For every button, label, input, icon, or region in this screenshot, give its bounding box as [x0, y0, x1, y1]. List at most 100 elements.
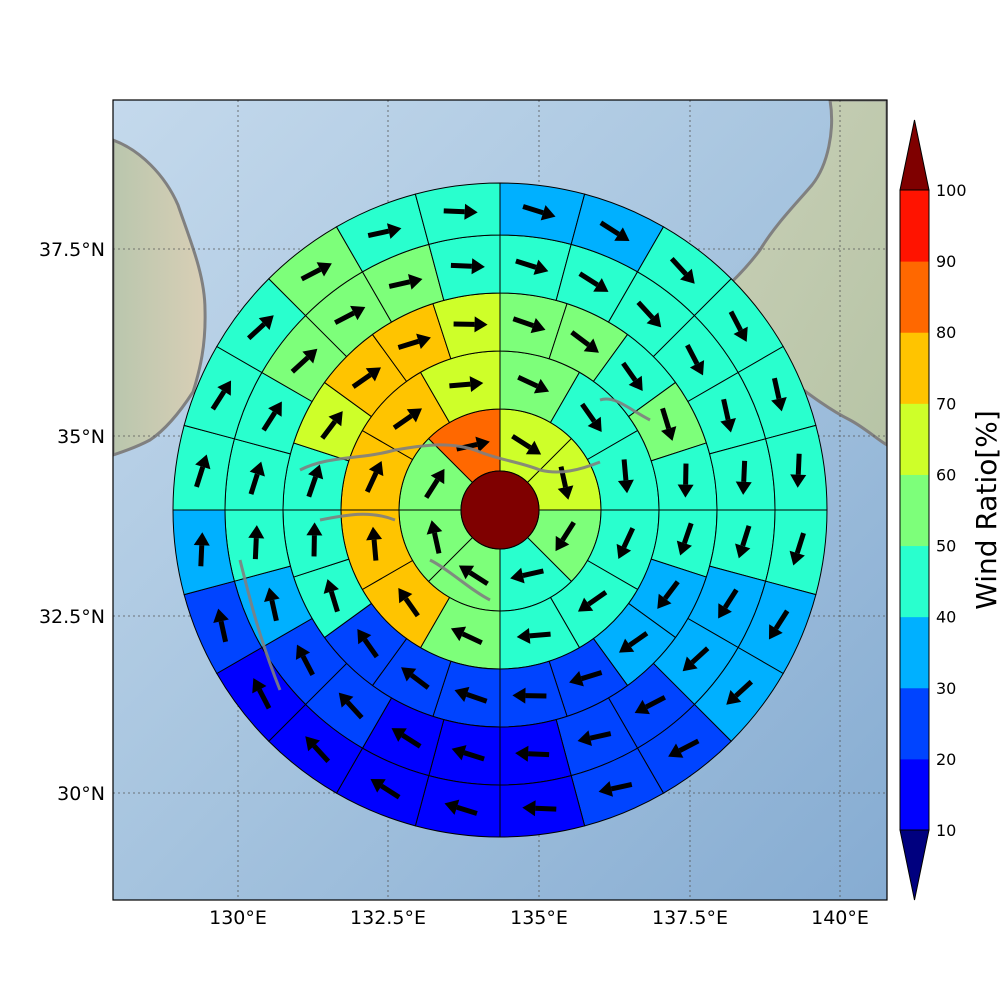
wind-arrow-head [426, 520, 443, 535]
wind-arrow-shaft [621, 361, 638, 382]
colorbar-level-label: 70 [936, 394, 956, 413]
wind-arrow-head [634, 699, 650, 715]
wind-arrow-shaft [663, 580, 680, 601]
colorbar-under-arrow [899, 829, 930, 901]
lon-tick-label: 135°E [510, 907, 568, 929]
wind-arrow-shaft [218, 620, 229, 643]
wind-arrow-head [789, 550, 805, 566]
lat-tick-label: 37.5°N [39, 239, 105, 261]
colorbar-segment [900, 474, 929, 547]
wind-arrow-shaft [461, 631, 483, 646]
wind-arrow-head [735, 481, 752, 495]
wind-arrow-shaft [535, 805, 557, 812]
wind-arrow-shaft [401, 733, 422, 749]
wind-arrow-shaft [345, 700, 364, 720]
wind-arrow-shaft [512, 316, 535, 328]
wind-arrow-shaft [660, 407, 672, 430]
colorbar-level-label: 10 [936, 821, 956, 840]
wind-arrow-shaft [261, 411, 277, 432]
wind-arrow-head [628, 375, 643, 391]
colorbar-segment [900, 190, 929, 262]
wind-arrow-shaft [371, 539, 379, 561]
wind-arrow-head [406, 408, 423, 423]
wind-arrow-head [516, 627, 531, 644]
map-frame [112, 99, 888, 901]
wind-rose [172, 182, 828, 838]
wind-arrow-head [391, 728, 407, 742]
wind-arrow-shaft [306, 475, 318, 498]
lon-tick-label: 130°E [209, 907, 267, 929]
wind-arrow-head [718, 603, 732, 619]
wind-arrow-head [475, 436, 490, 453]
wind-arrow-head [540, 205, 556, 221]
wind-arrow-shaft [628, 631, 649, 648]
wind-arrow-head [305, 736, 320, 752]
colorbar: 10 20 30 40 50 60 70 80 90 100 Wind Ratio[%] [899, 119, 1000, 901]
wind-arrow-shaft [252, 538, 259, 560]
colorbar-labels: 10 20 30 40 50 60 70 80 90 100 [936, 181, 967, 840]
lon-tick-label: 132.5°E [350, 907, 426, 929]
longitude-ticks: 130°E 132.5°E 135°E 137.5°E 140°E [209, 907, 869, 929]
colorbar-segment [900, 403, 929, 475]
colorbar-segment [900, 332, 929, 404]
wind-arrow-head [680, 268, 695, 284]
wind-arrow-head [386, 223, 402, 239]
wind-arrow-head [474, 316, 488, 333]
wind-arrow-head [617, 479, 634, 494]
wind-arrow-head [771, 396, 787, 412]
wind-arrow-head [213, 608, 229, 624]
wind-arrow-shaft [392, 413, 413, 430]
wind-arrow-shaft [528, 751, 550, 758]
wind-arrow-head [249, 461, 265, 477]
wind-arrow-head [430, 468, 445, 485]
wind-arrow-shaft [257, 688, 272, 710]
wind-arrow-shaft [773, 609, 790, 630]
wind-arrow-head [328, 411, 343, 427]
wind-arrow-head [401, 667, 417, 682]
colorbar-segment [900, 261, 929, 333]
colorbar-over-arrow [899, 119, 930, 191]
wind-rose-center [460, 470, 540, 550]
wind-arrow-shaft [300, 655, 315, 676]
wind-arrow-shaft [558, 466, 568, 488]
wind-arrow-shaft [522, 568, 544, 578]
wind-arrow-head [677, 484, 694, 498]
wind-arrow-shaft [456, 804, 478, 816]
wind-arrow-head [365, 367, 381, 382]
wind-arrow-shaft [465, 692, 488, 704]
wind-arrow-shaft [728, 310, 743, 332]
colorbar-segments [900, 190, 929, 831]
lon-tick-label: 137.5°E [652, 907, 728, 929]
wind-arrow-head [790, 474, 807, 488]
wind-arrow-head [416, 333, 431, 349]
colorbar-level-label: 100 [936, 181, 967, 200]
wind-arrow-shaft [511, 434, 532, 450]
wind-arrow-shaft [364, 471, 379, 493]
wind-arrow-head [657, 593, 672, 609]
wind-arrow-head [408, 274, 423, 290]
wind-arrow-shaft [367, 228, 390, 239]
wind-arrow-shaft [269, 599, 279, 622]
wind-arrow-head [302, 348, 318, 364]
colorbar-level-label: 50 [936, 537, 956, 556]
wind-arrow-shaft [334, 310, 355, 325]
wind-arrow-shaft [515, 258, 537, 270]
wind-arrow-shaft [290, 355, 310, 374]
wind-arrow-head [268, 401, 282, 417]
colorbar-segment [900, 616, 929, 689]
wind-arrow-head [510, 567, 525, 584]
latitude-ticks: 37.5°N 35°N 32.5°N 30°N [39, 239, 105, 805]
wind-arrow-head [306, 522, 323, 536]
colorbar-level-label: 30 [936, 679, 956, 698]
wind-arrow-shaft [300, 267, 322, 282]
wind-arrow-head [450, 626, 467, 642]
wind-arrow-shaft [380, 783, 401, 800]
wind-arrow-shaft [388, 279, 411, 289]
wind-arrow-head [530, 318, 546, 334]
wind-arrow-head [295, 644, 311, 660]
wind-arrow-shaft [424, 478, 440, 499]
wind-arrow-shaft [194, 466, 206, 488]
wind-arrow-shaft [587, 590, 608, 607]
wind-arrow-head [577, 597, 594, 612]
wind-arrow-head [533, 378, 550, 394]
